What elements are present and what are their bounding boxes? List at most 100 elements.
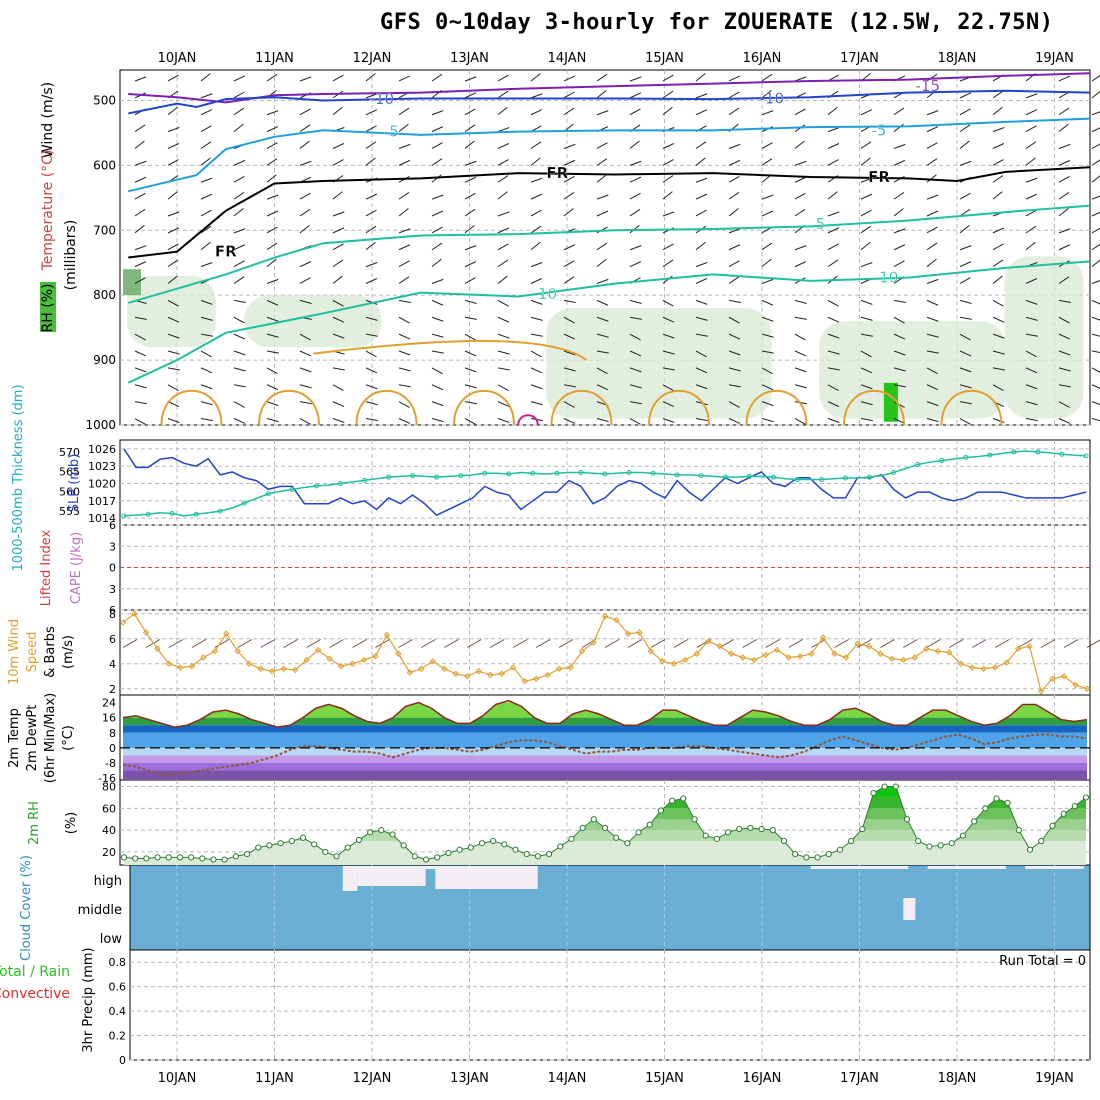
- wind-barb-upper: [827, 367, 840, 371]
- wind-tick-label: 8: [109, 608, 116, 621]
- wind-barb-upper: [233, 123, 244, 133]
- wind-barb-upper: [959, 367, 972, 373]
- wind-barb-upper: [530, 209, 542, 217]
- wind-barb-upper: [992, 350, 1005, 355]
- rh-marker: [501, 841, 508, 848]
- isotherm-label: FR: [215, 243, 237, 261]
- wind-barb-upper: [1025, 93, 1038, 99]
- rh-marker: [176, 854, 184, 861]
- wind-speed-marker: [234, 648, 241, 655]
- wind-barb-upper: [266, 73, 278, 82]
- wind-barb-upper: [200, 93, 213, 99]
- wind-barb-upper: [530, 333, 543, 337]
- wind-barb-upper: [893, 384, 906, 388]
- ylabel-temp-part: (6hr Min/Max): [43, 693, 58, 783]
- rh-marker: [903, 816, 911, 823]
- wind-barb-upper: [233, 228, 246, 234]
- wind-barb-upper: [332, 227, 345, 234]
- wind-barb-upper: [695, 73, 706, 82]
- wind-barb-upper: [893, 159, 906, 166]
- wind-barb-upper: [1058, 276, 1070, 284]
- wind-barb-upper: [827, 259, 839, 268]
- wind-barb-upper: [464, 367, 477, 373]
- wind-barb-upper: [860, 418, 873, 422]
- wind-barb-upper: [332, 143, 345, 149]
- wind-barb-upper: [200, 73, 211, 82]
- wind-barb-upper: [959, 277, 971, 284]
- wind-barb-upper: [926, 350, 939, 354]
- wind-barb-10m: [535, 639, 551, 648]
- temp-band: [123, 717, 1087, 726]
- rh-marker: [836, 846, 844, 853]
- date-label-top: 14JAN: [548, 51, 587, 66]
- wind-barb-upper: [629, 401, 642, 405]
- isotherm-label: FR: [868, 168, 890, 186]
- thickness-marker: [145, 511, 151, 517]
- wind-barb-upper: [497, 159, 509, 166]
- wind-barb-upper: [728, 276, 740, 284]
- wind-barb-upper: [761, 90, 772, 99]
- wind-barb-upper: [893, 333, 906, 340]
- wind-barb-upper: [1091, 227, 1100, 234]
- wind-barb-upper: [299, 192, 311, 200]
- wind-barb-upper: [992, 275, 1003, 284]
- wind-barb-upper: [926, 194, 939, 200]
- wind-barb-upper: [827, 127, 840, 133]
- rh-marker: [736, 825, 743, 833]
- wind-barb-upper: [431, 174, 442, 183]
- cloud-clear-segment: [927, 866, 1006, 869]
- thickness-marker: [794, 477, 800, 483]
- wind-barb-upper: [563, 244, 576, 251]
- wind-barb-upper: [794, 316, 807, 320]
- wind-barb-upper: [926, 158, 938, 166]
- wind-barb-upper: [134, 160, 147, 166]
- wind-barb-upper: [563, 208, 574, 217]
- wind-barb-upper: [497, 350, 510, 355]
- wind-barb-upper: [695, 93, 708, 99]
- wind-barb-upper: [398, 107, 410, 116]
- wind-barb-upper: [662, 259, 674, 268]
- thickness-marker: [289, 486, 295, 492]
- wind-barb-upper: [695, 177, 708, 183]
- wind-barb-upper: [134, 176, 147, 183]
- rh-marker: [926, 843, 933, 850]
- rh-marker: [445, 849, 452, 857]
- ylabel-precip-total: Total / Rain: [0, 964, 70, 980]
- rh-marker: [557, 843, 564, 850]
- wind-barb-upper: [134, 225, 145, 234]
- thickness-tick-label: 560: [59, 485, 80, 498]
- ylabel-precip: 3hr Precip (mm): [81, 947, 96, 1052]
- wind-barb-upper: [233, 276, 245, 284]
- wind-barb-10m: [1063, 639, 1079, 648]
- wind-barb-upper: [1025, 225, 1037, 234]
- wind-barb-upper: [167, 143, 180, 149]
- wind-barb-upper: [365, 141, 377, 149]
- wind-barb-upper: [1025, 125, 1037, 133]
- wind-barb-upper: [398, 384, 411, 388]
- wind-barb-upper: [926, 367, 938, 375]
- thickness-marker: [746, 473, 752, 479]
- rh-marker: [243, 851, 251, 858]
- rh-marker: [1026, 846, 1034, 853]
- ylabel-wind10m-part: & Barbs: [43, 626, 58, 678]
- wind-barb-upper: [992, 384, 1004, 391]
- slp-tick-label: 1026: [88, 443, 116, 456]
- wind-barb-upper: [332, 74, 344, 82]
- wind-barb-upper: [464, 261, 477, 268]
- wind-barb-upper: [662, 350, 675, 355]
- wind-barb-upper: [134, 76, 147, 82]
- wind-barb-upper: [695, 367, 708, 374]
- wind-barb-upper: [398, 418, 411, 424]
- wind-barb-upper: [464, 160, 477, 166]
- wind-speed-marker: [957, 660, 964, 667]
- wind-barb-10m: [903, 639, 918, 648]
- wind-barb-10m: [283, 639, 298, 648]
- wind-barb-upper: [794, 176, 807, 183]
- wind-speed-marker: [211, 648, 219, 655]
- rh-marker: [959, 832, 967, 839]
- wind-barb-upper: [167, 299, 179, 307]
- wind-barb-upper: [497, 299, 509, 307]
- wind-barb-upper: [695, 157, 706, 166]
- wind-barb-upper: [1025, 316, 1038, 321]
